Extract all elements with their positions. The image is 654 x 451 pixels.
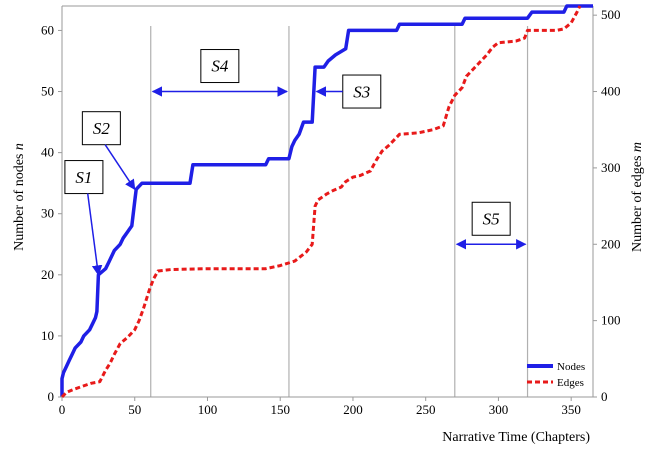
y-right-tick-label: 100 — [601, 313, 621, 328]
annotation-arrow-s1 — [86, 193, 103, 276]
y-left-tick-label: 50 — [41, 84, 54, 99]
annotation-box-s2 — [81, 111, 121, 146]
y-left-axis-ticks: 0 10 20 30 40 50 60 — [41, 22, 62, 404]
y-left-axis-label-var: n — [12, 143, 27, 150]
annotation-label-s2: S2 — [93, 119, 111, 138]
legend-nodes-label: Nodes — [557, 361, 585, 373]
y-left-tick-label: 20 — [41, 267, 54, 282]
y-right-tick-label: 200 — [601, 236, 621, 251]
y-right-tick-label: 400 — [601, 84, 621, 99]
series-lines — [60, 4, 593, 399]
y-left-tick-label: 10 — [41, 328, 54, 343]
annotations: S1 S2 S3 S4 S5 — [64, 49, 527, 276]
y-right-axis-label: Number of edges m — [630, 142, 645, 252]
x-axis-ticks: 0 50 100 150 200 250 300 350 — [59, 397, 581, 417]
y-left-tick-label: 40 — [41, 145, 54, 160]
annotation-arrow-s2 — [104, 144, 136, 191]
y-right-tick-label: 500 — [601, 7, 621, 22]
vertical-lines — [150, 26, 529, 397]
y-right-tick-label: 0 — [601, 389, 608, 404]
x-axis-label: Narrative Time (Chapters) — [442, 430, 590, 445]
legend: Nodes Edges — [527, 361, 585, 389]
x-tick-label: 150 — [270, 402, 290, 417]
series-line-nodes — [60, 4, 593, 397]
annotation-label-s5: S5 — [483, 209, 500, 228]
x-tick-label: 350 — [561, 402, 581, 417]
y-right-tick-label: 300 — [601, 160, 621, 175]
annotation-label-s1: S1 — [75, 168, 92, 187]
series-line-edges — [60, 5, 582, 399]
y-left-tick-label: 0 — [48, 389, 55, 404]
y-right-axis-ticks: 0 100 200 300 400 500 — [593, 7, 621, 404]
x-tick-label: 200 — [343, 402, 363, 417]
y-left-axis-label-text: Number of nodes — [12, 150, 27, 251]
y-left-axis-label: Number of nodes n — [12, 143, 27, 251]
annotation-label-s3: S3 — [353, 83, 370, 102]
x-tick-label: 50 — [128, 402, 141, 417]
x-tick-label: 100 — [198, 402, 218, 417]
y-left-tick-label: 30 — [41, 206, 54, 221]
annotation-box-s4 — [200, 49, 240, 84]
annotation-box-s1 — [64, 160, 104, 195]
y-right-axis-label-text: Number of edges — [630, 152, 645, 252]
y-left-tick-label: 60 — [41, 22, 54, 37]
legend-edges-label: Edges — [557, 377, 584, 389]
x-tick-label: 300 — [489, 402, 509, 417]
x-tick-label: 0 — [59, 402, 66, 417]
annotation-label-s4: S4 — [211, 57, 229, 76]
annotation-box-s5 — [471, 201, 511, 236]
plot-frame — [61, 5, 594, 398]
x-tick-label: 250 — [416, 402, 436, 417]
y-right-axis-label-var: m — [630, 142, 645, 152]
